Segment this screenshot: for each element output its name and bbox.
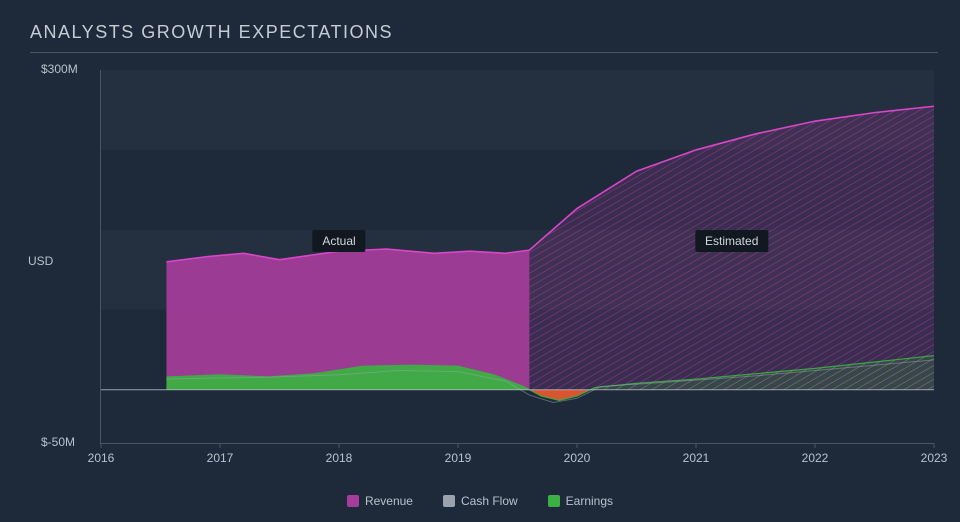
y-axis-title: USD — [28, 254, 53, 268]
title-divider — [30, 52, 938, 53]
legend-label-revenue: Revenue — [365, 494, 413, 508]
annotation-actual: Actual — [312, 230, 365, 252]
legend-item-revenue: Revenue — [347, 494, 413, 508]
legend-swatch-cashflow — [443, 495, 455, 507]
chart-container: USD 20162017201820192020202120222023$300… — [30, 60, 938, 462]
y-tick-label: $300M — [41, 62, 91, 76]
legend-swatch-revenue — [347, 495, 359, 507]
legend-swatch-earnings — [548, 495, 560, 507]
x-tick-label: 2022 — [802, 451, 829, 465]
annotation-estimated: Estimated — [695, 230, 768, 252]
x-tick-label: 2023 — [921, 451, 948, 465]
chart-svg — [101, 70, 934, 443]
legend-label-earnings: Earnings — [566, 494, 613, 508]
chart-title: ANALYSTS GROWTH EXPECTATIONS — [30, 22, 393, 43]
x-tick-label: 2017 — [207, 451, 234, 465]
y-tick-label: $-50M — [41, 435, 91, 449]
legend-item-cashflow: Cash Flow — [443, 494, 518, 508]
x-tick-label: 2019 — [445, 451, 472, 465]
x-tick-label: 2018 — [326, 451, 353, 465]
legend-label-cashflow: Cash Flow — [461, 494, 518, 508]
x-tick-label: 2020 — [564, 451, 591, 465]
x-tick-label: 2016 — [88, 451, 115, 465]
legend-item-earnings: Earnings — [548, 494, 613, 508]
legend: Revenue Cash Flow Earnings — [0, 494, 960, 508]
x-tick-label: 2021 — [683, 451, 710, 465]
plot-area: 20162017201820192020202120222023$300M$-5… — [100, 70, 934, 444]
